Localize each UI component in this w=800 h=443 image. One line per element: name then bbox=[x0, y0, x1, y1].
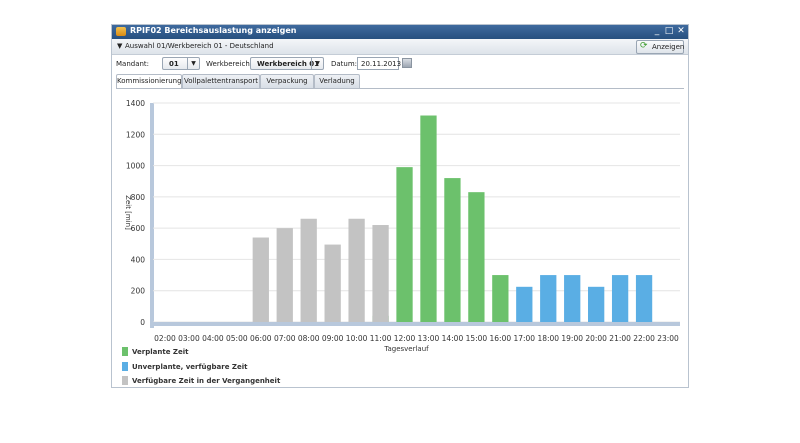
werkbereich-value: Werkbereich 01 bbox=[257, 60, 319, 68]
x-axis-label: Tagesverlauf bbox=[383, 345, 429, 353]
y-tick-label: 1000 bbox=[126, 162, 145, 171]
x-tick-label: 07:00 bbox=[274, 334, 296, 343]
x-tick-label: 04:00 bbox=[202, 334, 224, 343]
window-title: RPIF02 Bereichsauslastung anzeigen bbox=[130, 26, 297, 35]
bar bbox=[324, 244, 341, 322]
x-tick-label: 13:00 bbox=[418, 334, 440, 343]
calendar-icon[interactable] bbox=[402, 58, 412, 68]
legend-swatch bbox=[122, 376, 128, 385]
date-value: 20.11.2013 bbox=[361, 60, 402, 68]
filter-row: Mandant: 01 ▼ Werkbereich: Werkbereich 0… bbox=[112, 57, 688, 75]
x-tick-label: 18:00 bbox=[537, 334, 559, 343]
y-axis-label: Zeit [min] bbox=[124, 195, 132, 230]
chevron-down-icon[interactable]: ▼ bbox=[187, 58, 199, 69]
bar bbox=[300, 218, 317, 322]
legend-swatch bbox=[122, 362, 128, 371]
bar-chart: 0 200 400 600 800 1000 1200 1400 Zeit [min] 02:00… bbox=[124, 99, 680, 353]
minimize-icon[interactable]: _ bbox=[654, 26, 660, 36]
x-tick-label: 19:00 bbox=[561, 334, 583, 343]
bar bbox=[540, 275, 557, 322]
bar bbox=[276, 228, 293, 322]
close-icon[interactable]: ✕ bbox=[677, 26, 685, 36]
bar bbox=[588, 286, 605, 322]
legend-label: Verfügbare Zeit in der Vergangenheit bbox=[132, 377, 281, 385]
bar bbox=[348, 218, 365, 322]
bar bbox=[492, 275, 509, 322]
x-tick-label: 20:00 bbox=[585, 334, 607, 343]
y-tick-label: 200 bbox=[131, 287, 146, 296]
bar bbox=[468, 192, 485, 322]
app-icon bbox=[116, 27, 126, 36]
tab-kommissionierung[interactable]: Kommissionierung bbox=[116, 74, 182, 89]
refresh-icon: ⟳ bbox=[640, 41, 648, 51]
tab-vollpalettentransport[interactable]: Vollpalettentransport bbox=[182, 74, 260, 88]
y-tick-label: 800 bbox=[131, 193, 146, 202]
x-tick-label: 12:00 bbox=[394, 334, 416, 343]
breadcrumb: Auswahl 01/Werkbereich 01 - Deutschland bbox=[125, 42, 274, 50]
werkbereich-select[interactable]: Werkbereich 01 ▼ bbox=[250, 57, 324, 70]
x-tick-label: 17:00 bbox=[513, 334, 535, 343]
x-tick-label: 05:00 bbox=[226, 334, 248, 343]
legend-label: Unverplante, verfügbare Zeit bbox=[132, 363, 248, 371]
mandant-select[interactable]: 01 ▼ bbox=[162, 57, 200, 70]
x-tick-label: 09:00 bbox=[322, 334, 344, 343]
x-tick-label: 02:00 bbox=[154, 334, 176, 343]
application-window: RPIF02 Bereichsauslastung anzeigen _ □ ✕… bbox=[111, 24, 689, 388]
y-tick-label: 1200 bbox=[126, 130, 145, 139]
bar bbox=[372, 225, 389, 322]
show-button[interactable]: ⟳ Anzeigen bbox=[636, 40, 684, 54]
bar bbox=[444, 178, 461, 322]
x-tick-label: 15:00 bbox=[466, 334, 488, 343]
werkbereich-label: Werkbereich: bbox=[206, 60, 253, 68]
datum-label: Datum: bbox=[331, 60, 358, 68]
x-tick-label: 16:00 bbox=[490, 334, 512, 343]
x-tick-label: 06:00 bbox=[250, 334, 272, 343]
bar bbox=[564, 275, 581, 322]
y-tick-label: 600 bbox=[131, 224, 146, 233]
y-tick-label: 400 bbox=[131, 255, 146, 264]
x-tick-label: 11:00 bbox=[370, 334, 392, 343]
x-tick-label: 22:00 bbox=[633, 334, 655, 343]
legend-swatch bbox=[122, 347, 128, 356]
y-axis-band bbox=[150, 103, 154, 328]
breadcrumb-bar: ▼ Auswahl 01/Werkbereich 01 - Deutschlan… bbox=[112, 39, 688, 55]
chart-panel: 0 200 400 600 800 1000 1200 1400 Zeit [min] 02:00… bbox=[116, 88, 684, 385]
title-bar[interactable]: RPIF02 Bereichsauslastung anzeigen _ □ ✕ bbox=[112, 25, 688, 39]
x-tick-label: 08:00 bbox=[298, 334, 320, 343]
x-axis-band bbox=[153, 322, 680, 326]
bar bbox=[252, 237, 269, 322]
bar bbox=[516, 286, 533, 322]
x-tick-label: 03:00 bbox=[178, 334, 200, 343]
date-input[interactable]: 20.11.2013 bbox=[357, 57, 402, 70]
tab-verladung[interactable]: Verladung bbox=[314, 74, 360, 88]
bar bbox=[420, 115, 437, 322]
x-tick-label: 10:00 bbox=[346, 334, 368, 343]
y-tick-label: 1400 bbox=[126, 99, 145, 108]
mandant-value: 01 bbox=[169, 60, 179, 68]
x-tick-label: 23:00 bbox=[657, 334, 679, 343]
mandant-label: Mandant: bbox=[116, 60, 150, 68]
x-tick-label: 14:00 bbox=[442, 334, 464, 343]
restore-icon[interactable]: □ bbox=[664, 26, 674, 36]
bar bbox=[611, 275, 629, 322]
y-tick-label: 0 bbox=[140, 318, 145, 327]
x-tick-label: 21:00 bbox=[609, 334, 631, 343]
bar bbox=[396, 167, 413, 322]
bar bbox=[635, 275, 653, 322]
collapse-arrow-icon[interactable]: ▼ bbox=[117, 42, 123, 50]
show-button-label: Anzeigen bbox=[652, 43, 685, 51]
legend-label: Verplante Zeit bbox=[132, 348, 189, 356]
tab-verpackung[interactable]: Verpackung bbox=[260, 74, 314, 88]
chevron-down-icon[interactable]: ▼ bbox=[311, 58, 323, 69]
